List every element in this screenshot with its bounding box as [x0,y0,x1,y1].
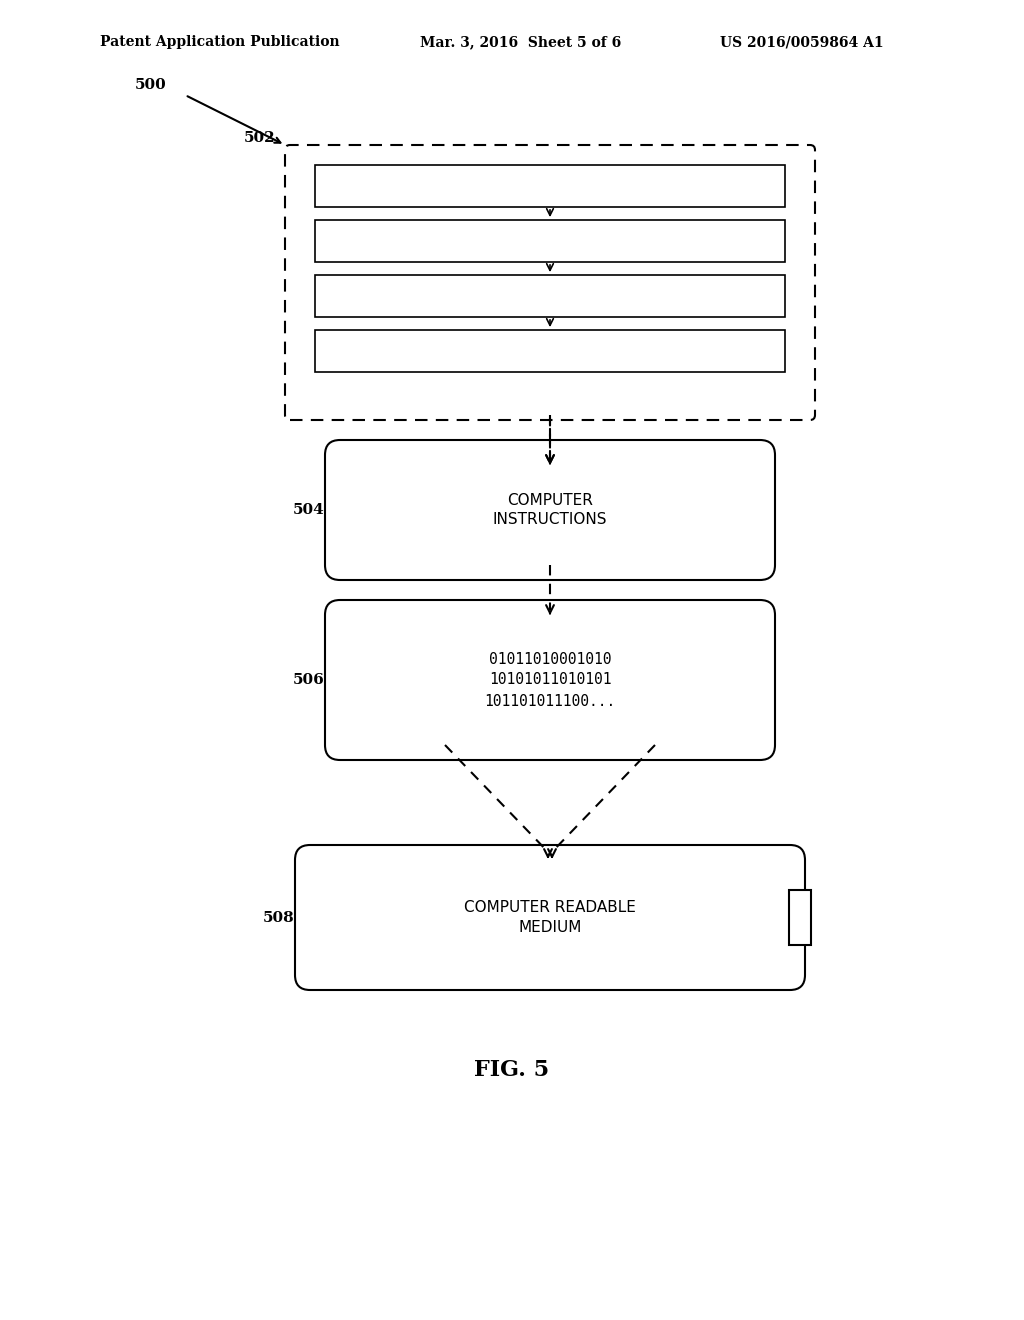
Text: 500: 500 [135,78,167,92]
Text: 506: 506 [293,673,325,686]
Text: FIG. 5: FIG. 5 [474,1059,550,1081]
Text: COMPUTER
INSTRUCTIONS: COMPUTER INSTRUCTIONS [493,492,607,528]
Text: 01011010001010
10101011010101
101101011100...: 01011010001010 10101011010101 1011010111… [484,652,615,709]
Text: 502: 502 [244,131,275,145]
FancyBboxPatch shape [295,845,805,990]
Text: Patent Application Publication: Patent Application Publication [100,36,340,49]
FancyBboxPatch shape [315,275,785,317]
Text: Mar. 3, 2016  Sheet 5 of 6: Mar. 3, 2016 Sheet 5 of 6 [420,36,622,49]
FancyBboxPatch shape [325,440,775,579]
FancyBboxPatch shape [315,165,785,207]
FancyBboxPatch shape [315,330,785,372]
Text: US 2016/0059864 A1: US 2016/0059864 A1 [720,36,884,49]
Bar [790,890,811,945]
Text: 508: 508 [263,911,295,924]
FancyBboxPatch shape [285,145,815,420]
Text: 504: 504 [293,503,325,517]
FancyBboxPatch shape [315,220,785,261]
Text: COMPUTER READABLE
MEDIUM: COMPUTER READABLE MEDIUM [464,900,636,935]
FancyBboxPatch shape [325,601,775,760]
